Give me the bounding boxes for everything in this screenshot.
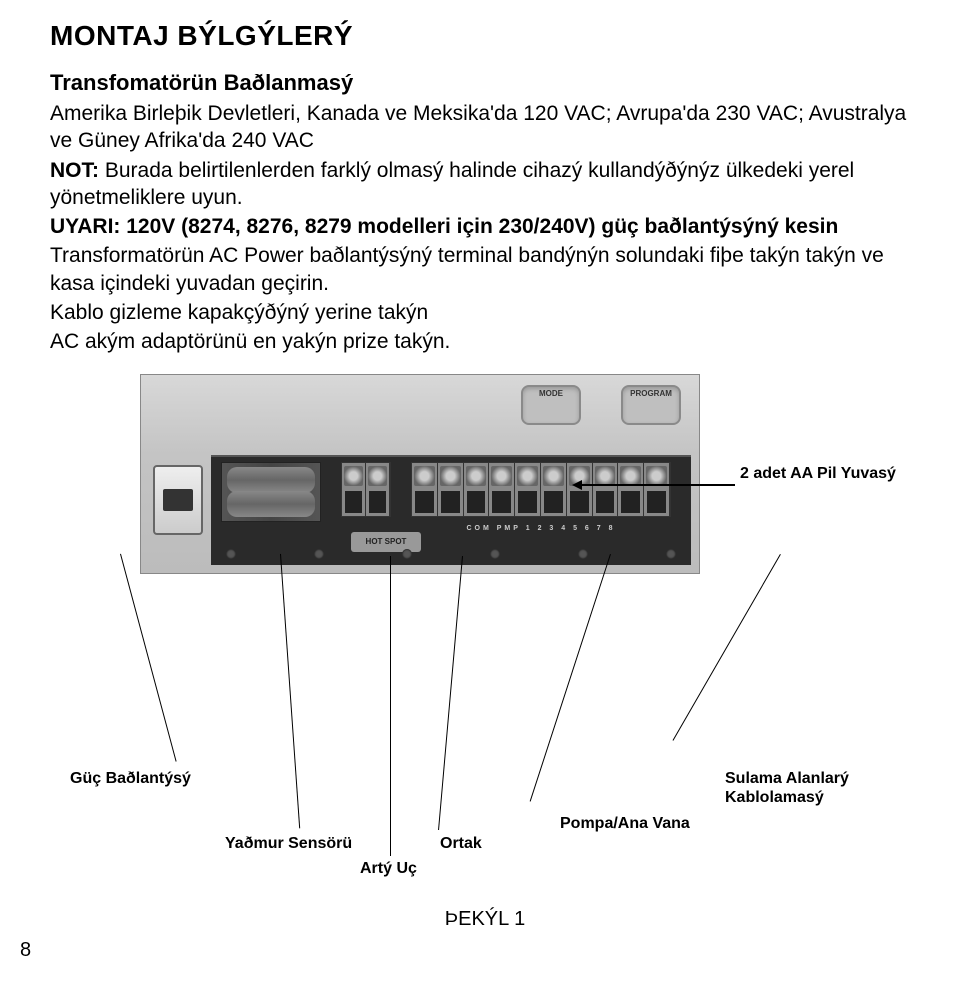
controller-housing: MODE PROGRAM HOT SPOT COM PMP [140,374,700,574]
warning-line: UYARI: 120V (8274, 8276, 8279 modelleri … [50,213,920,240]
voltage-info: Amerika Birleþik Devletleri, Kanada ve M… [50,100,920,155]
section-title: Transfomatörün Baðlanmasý [50,70,920,96]
terminal-screw [438,463,464,516]
terminal-screw [541,463,567,516]
zone-terminals [411,462,671,517]
callout-line [390,556,391,856]
terminal-screw [366,463,390,516]
terminal-screw [618,463,644,516]
sensor-terminals [341,462,391,517]
terminal-screw [412,463,438,516]
figure-caption: ÞEKÝL 1 [50,908,920,931]
hole-icon [578,549,588,559]
arrow-icon [575,484,735,486]
common-label: Ortak [440,834,482,853]
terminal-screw [515,463,541,516]
battery-bay [221,462,321,522]
warning-text: 120V (8274, 8276, 8279 modelleri için 23… [120,215,838,238]
diagram-labels: Güç Baðlantýsý Yaðmur Sensörü Artý Uç Or… [50,704,930,904]
terminal-screw [489,463,515,516]
hole-icon [314,549,324,559]
terminal-panel: HOT SPOT COM PMP 1 2 3 4 5 6 7 8 [211,455,691,565]
terminal-screw [342,463,366,516]
instruction-2: Kablo gizleme kapakçýðýný yerine takýn [50,299,920,326]
note-line: NOT: Burada belirtilenlerden farklý olma… [50,157,920,212]
mode-button: MODE [521,385,581,425]
extra-label: Artý Uç [360,859,417,878]
battery-callout: 2 adet AA Pil Yuvasý [740,464,900,483]
hole-icon [226,549,236,559]
hole-icon [402,549,412,559]
hole-icon [666,549,676,559]
rain-sensor-label: Yaðmur Sensörü [225,834,352,853]
pump-label: Pompa/Ana Vana [560,814,690,833]
zones-label: Sulama Alanlarý Kablolamasý [725,769,905,807]
instruction-1: Transformatörün AC Power baðlantýsýný te… [50,242,920,297]
instruction-3: AC akým adaptörünü en yakýn prize takýn. [50,328,920,355]
note-text: Burada belirtilenlerden farklý olmasý ha… [50,159,854,209]
program-button: PROGRAM [621,385,681,425]
power-port [153,465,203,535]
page-number: 8 [20,939,31,962]
terminal-screw [644,463,670,516]
page-heading: MONTAJ BÝLGÝLERÝ [50,20,920,52]
terminal-labels: COM PMP 1 2 3 4 5 6 7 8 [411,525,671,532]
note-label: NOT: [50,159,99,182]
hole-icon [490,549,500,559]
terminal-screw [593,463,619,516]
device-diagram: MODE PROGRAM HOT SPOT COM PMP [50,374,930,694]
power-label: Güç Baðlantýsý [70,769,191,788]
warning-label: UYARI: [50,215,120,238]
mounting-holes [211,549,691,559]
terminal-screw [464,463,490,516]
